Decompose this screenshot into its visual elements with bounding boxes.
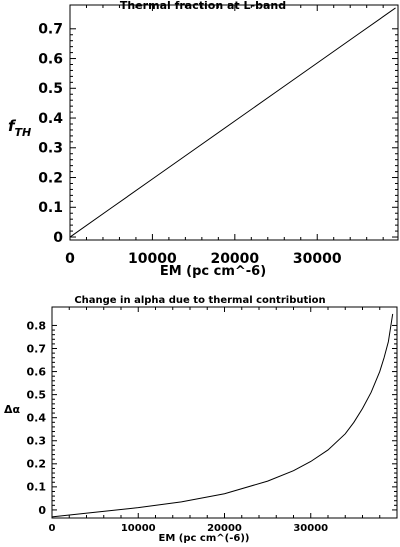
chart2-y-tick-label: 0.5 bbox=[27, 388, 47, 401]
chart1-y-ticks: 0 0.1 0.2 0.3 0.4 0.5 0.6 0.7 bbox=[38, 22, 398, 246]
chart2-x-tick-label: 10000 bbox=[121, 523, 156, 534]
chart2-x-tick-label: 30000 bbox=[293, 523, 328, 534]
chart2-x-ticks: 0 10000 20000 30000 bbox=[49, 307, 381, 534]
chart1-x-tick-label: 30000 bbox=[293, 251, 342, 267]
chart2-title: Change in alpha due to thermal contribut… bbox=[74, 295, 325, 306]
chart2-y-tick-label: 0.2 bbox=[27, 458, 47, 471]
chart2-series-line bbox=[51, 313, 394, 518]
chart2-y-tick-label: 0 bbox=[38, 504, 46, 517]
chart1-y-tick-label: 0.4 bbox=[38, 111, 63, 127]
chart1-y-tick-label: 0.1 bbox=[38, 200, 63, 216]
chart1-y-tick-label: 0.5 bbox=[38, 81, 63, 97]
chart1-plot-frame bbox=[69, 4, 399, 241]
chart1-y-tick-label: 0 bbox=[53, 230, 63, 246]
chart2-y-tick-label: 0.3 bbox=[27, 435, 47, 448]
chart1-y-tick-label: 0.7 bbox=[38, 22, 63, 38]
chart2-y-axis-label: Δα bbox=[4, 403, 21, 416]
chart2-x-tick-label: 0 bbox=[49, 523, 56, 534]
chart1-y-axis-label-main: f bbox=[8, 117, 17, 135]
chart-delta-alpha: Change in alpha due to thermal contribut… bbox=[4, 295, 398, 544]
chart2-y-tick-label: 0.1 bbox=[27, 481, 47, 494]
chart1-y-tick-label: 0.3 bbox=[38, 141, 63, 157]
chart1-series-line bbox=[69, 7, 396, 238]
chart-thermal-fraction: Thermal fraction at L-band 0 0.1 0.2 0.3 0.4… bbox=[8, 0, 399, 279]
chart2-x-axis-label: EM (pc cm^(-6)) bbox=[159, 533, 250, 544]
chart2-x-tick-label: 20000 bbox=[207, 523, 242, 534]
chart1-y-axis-label: fTH bbox=[8, 117, 31, 139]
chart1-y-tick-label: 0.6 bbox=[38, 51, 63, 67]
chart1-x-ticks: 0 10000 20000 30000 bbox=[65, 5, 384, 267]
chart1-y-tick-label: 0.2 bbox=[38, 170, 63, 186]
chart2-y-tick-label: 0.7 bbox=[27, 342, 47, 355]
chart1-x-tick-label: 0 bbox=[65, 251, 75, 267]
chart1-x-tick-label: 10000 bbox=[128, 251, 177, 267]
chart1-x-axis-label: EM (pc cm^-6) bbox=[160, 264, 266, 279]
chart2-plot-frame bbox=[51, 306, 398, 519]
chart1-title: Thermal fraction at L-band bbox=[120, 0, 286, 12]
chart2-y-tick-label: 0.6 bbox=[27, 365, 47, 378]
chart1-y-axis-label-sub: TH bbox=[15, 126, 32, 139]
chart1-x-tick-label: 20000 bbox=[210, 251, 259, 267]
chart2-y-ticks: 0 0.1 0.2 0.3 0.4 0.5 0.6 0.7 0.8 bbox=[27, 319, 397, 517]
chart2-y-tick-label: 0.4 bbox=[27, 412, 47, 425]
chart2-y-tick-label: 0.8 bbox=[27, 319, 47, 332]
